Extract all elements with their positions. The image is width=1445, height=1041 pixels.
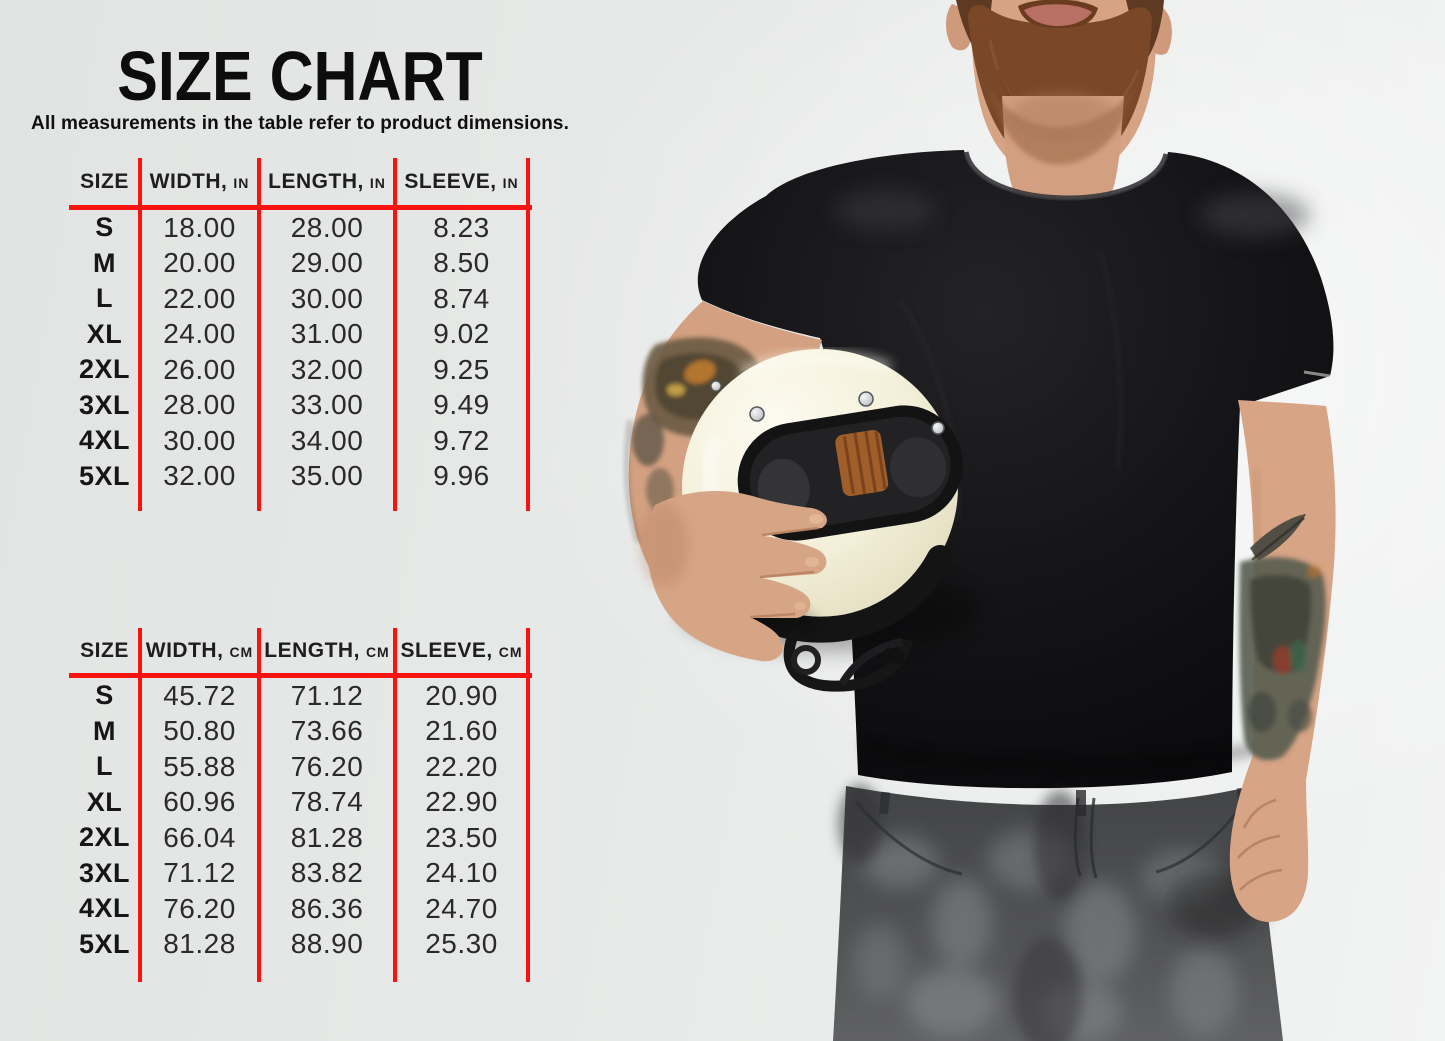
lips <box>1024 4 1092 26</box>
table-divider <box>257 158 261 511</box>
table-row: 2XL 66.04 81.28 23.50 <box>78 821 498 853</box>
table-divider <box>526 158 530 511</box>
table-row: 3XL 71.12 83.82 24.10 <box>78 857 498 889</box>
table-row: M 50.80 73.66 21.60 <box>93 715 498 747</box>
page-title: SIZE CHART <box>117 37 483 115</box>
column-header-width: WIDTH, CM <box>145 638 254 662</box>
column-header-sleeve: SLEEVE, CM <box>400 638 523 662</box>
size-table-centimeters: SIZE WIDTH, CM LENGTH, CM SLEEVE, CM S 45.72… <box>69 628 532 984</box>
table-header-row: SIZE WIDTH, CM LENGTH, CM SLEEVE, CM <box>69 628 528 673</box>
helmet-rivet <box>710 380 722 392</box>
page-subtitle: All measurements in the table refer to p… <box>31 113 569 134</box>
column-header-size: SIZE <box>80 638 129 662</box>
size-table-inches: SIZE WIDTH, IN LENGTH, IN SLEEVE, IN S 18.00… <box>69 158 532 511</box>
table-header-rule <box>69 205 532 210</box>
size-chart-panel: SIZE CHART All measurements in the table… <box>0 0 600 1041</box>
chin-strap <box>783 619 914 692</box>
table-row: 3XL 28.00 33.00 9.49 <box>78 389 490 421</box>
column-header-width: WIDTH, IN <box>149 169 250 193</box>
strap-ring <box>791 645 821 675</box>
table-row: M 20.00 29.00 8.50 <box>93 247 490 279</box>
table-divider <box>393 158 397 511</box>
column-header-sleeve: SLEEVE, IN <box>404 169 519 193</box>
right-arm <box>1229 400 1336 922</box>
column-header-length: LENGTH, IN <box>268 169 386 193</box>
table-row: S 45.72 71.12 20.90 <box>95 679 498 711</box>
table-divider <box>138 628 142 982</box>
table-row: 5XL 32.00 35.00 9.96 <box>78 460 490 492</box>
table-divider <box>526 628 530 982</box>
table-row: S 18.00 28.00 8.23 <box>95 211 490 243</box>
helmet-rivet <box>931 421 945 435</box>
model-photo <box>624 0 1336 1041</box>
table-divider <box>138 158 142 511</box>
jeans <box>833 784 1283 1041</box>
left-hand <box>640 491 827 662</box>
table-divider <box>257 628 261 982</box>
table-row: XL 24.00 31.00 9.02 <box>86 318 490 350</box>
column-header-size: SIZE <box>80 169 129 193</box>
helmet-rivet <box>749 406 765 422</box>
table-row: 2XL 26.00 32.00 9.25 <box>78 353 490 385</box>
table-row: L 22.00 30.00 8.74 <box>96 282 490 314</box>
table-row: XL 60.96 78.74 22.90 <box>86 786 498 818</box>
column-header-length: LENGTH, CM <box>264 638 390 662</box>
table-header-rule <box>69 673 532 678</box>
model-head <box>946 0 1172 218</box>
table-row: 4XL 76.20 86.36 24.70 <box>78 892 498 924</box>
table-row: L 55.88 76.20 22.20 <box>96 750 498 782</box>
table-header-row: SIZE WIDTH, IN LENGTH, IN SLEEVE, IN <box>69 158 528 205</box>
table-row: 5XL 81.28 88.90 25.30 <box>78 928 498 960</box>
helmet-rivet <box>858 391 874 407</box>
table-divider <box>393 628 397 982</box>
table-row: 4XL 30.00 34.00 9.72 <box>78 424 490 456</box>
